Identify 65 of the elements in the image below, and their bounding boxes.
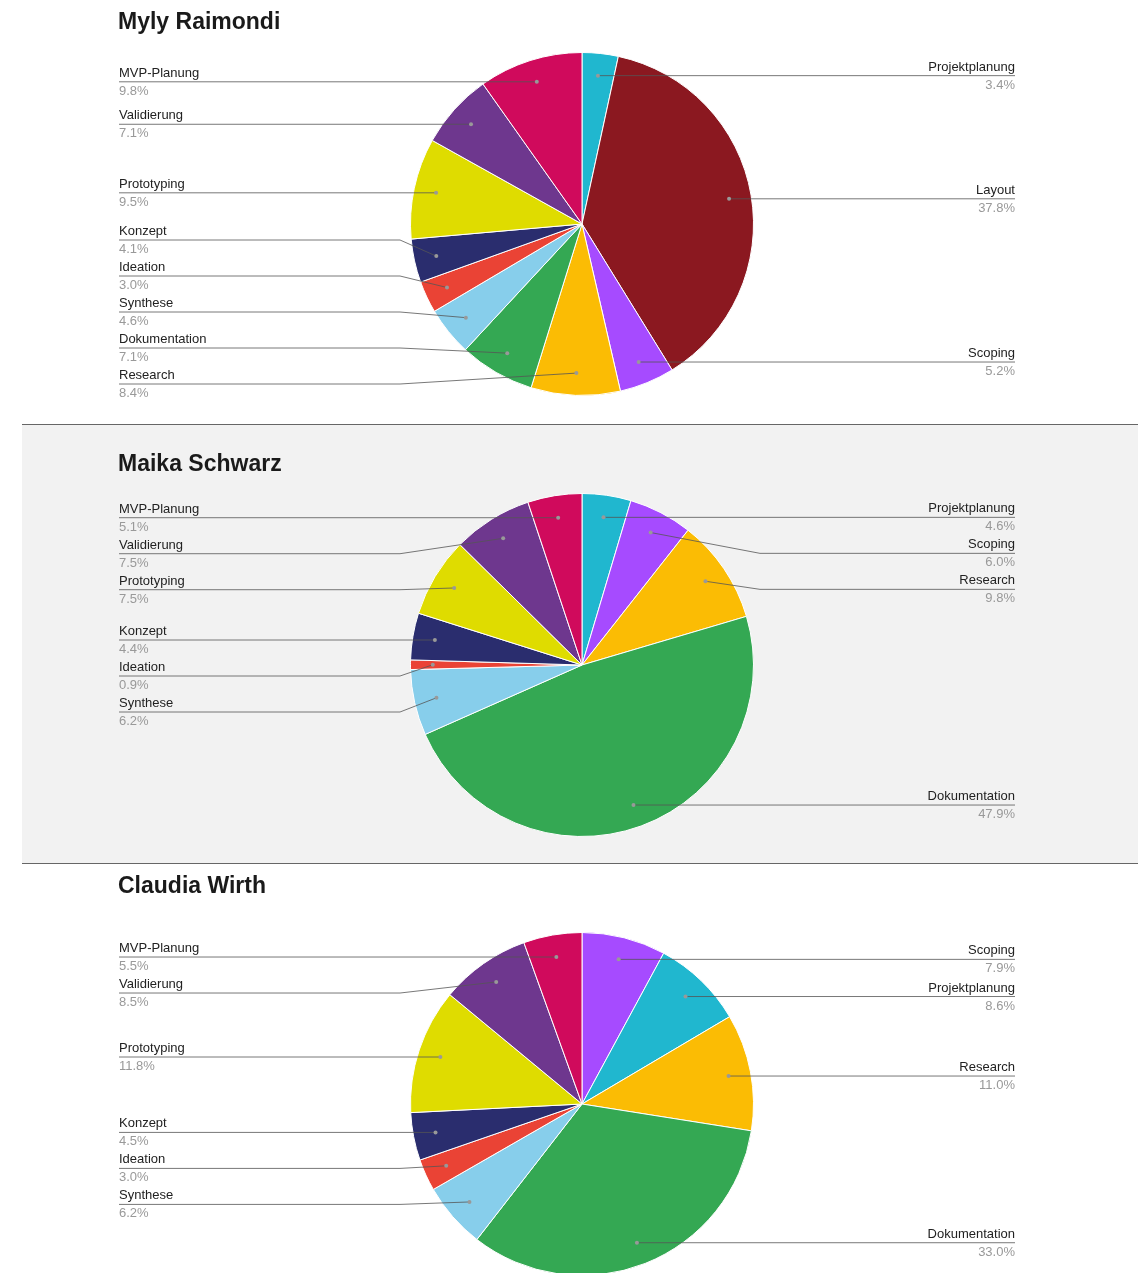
data-label: 6.0% xyxy=(985,554,1016,570)
slice-label: Dokumentation xyxy=(927,788,1015,804)
data-label: 0.9% xyxy=(119,677,150,693)
slice-label: Projektplanung xyxy=(928,58,1015,74)
slice-label: Synthese xyxy=(119,295,174,311)
data-label: 11.8% xyxy=(119,1058,156,1074)
data-label: 9.5% xyxy=(119,193,150,209)
slice-label: MVP-Planung xyxy=(119,940,200,956)
slice-label: Validierung xyxy=(119,536,184,552)
slice-label: Konzept xyxy=(119,623,168,639)
data-label: 6.2% xyxy=(119,713,150,729)
slice-label: MVP-Planung xyxy=(119,500,200,516)
data-label: 7.5% xyxy=(119,554,150,570)
slice-label: Scoping xyxy=(968,536,1015,552)
data-label: 4.4% xyxy=(119,641,150,657)
data-label: 7.5% xyxy=(119,590,150,606)
slice-label: Synthese xyxy=(119,695,174,711)
data-label: 7.9% xyxy=(985,960,1016,976)
slice-label: Layout xyxy=(975,181,1016,197)
chart-title: Myly Raimondi xyxy=(118,8,281,35)
slice-label: Dokumentation xyxy=(119,331,207,347)
chart-title: Claudia Wirth xyxy=(118,872,267,899)
data-label: 6.2% xyxy=(119,1205,150,1221)
slice-label: Ideation xyxy=(119,1151,166,1167)
slice-label: Konzept xyxy=(119,223,168,239)
data-label: 5.1% xyxy=(119,518,150,534)
slice-label: Dokumentation xyxy=(927,1225,1015,1241)
slice-label: Ideation xyxy=(119,659,166,675)
data-label: 3.0% xyxy=(119,277,150,293)
slice-label: Prototyping xyxy=(119,572,185,588)
data-label: 11.0% xyxy=(979,1077,1016,1093)
slice-label: Projektplanung xyxy=(928,500,1015,516)
data-label: 4.1% xyxy=(119,241,150,257)
data-label: 4.6% xyxy=(985,518,1016,534)
data-label: 4.5% xyxy=(119,1133,150,1149)
data-label: 9.8% xyxy=(985,590,1016,606)
slice-label: Synthese xyxy=(119,1187,174,1203)
data-label: 3.0% xyxy=(119,1169,150,1185)
data-label: 47.9% xyxy=(978,806,1016,822)
slice-label: MVP-Planung xyxy=(119,64,200,80)
data-label: 33.0% xyxy=(978,1243,1016,1259)
slice-label: Konzept xyxy=(119,1115,168,1131)
slice-label: Ideation xyxy=(119,259,166,275)
data-label: 5.2% xyxy=(985,363,1016,379)
data-label: 37.8% xyxy=(978,199,1016,215)
slice-label: Prototyping xyxy=(119,1040,185,1056)
slice-label: Research xyxy=(959,572,1015,588)
data-label: 4.6% xyxy=(119,313,150,329)
slice-label: Validierung xyxy=(119,107,184,123)
slice-label: Scoping xyxy=(968,345,1015,361)
slice-label: Validierung xyxy=(119,976,184,992)
slice-label: Scoping xyxy=(968,942,1015,958)
data-label: 8.5% xyxy=(119,994,150,1010)
data-label: 8.6% xyxy=(985,997,1016,1013)
slice-label: Research xyxy=(959,1059,1015,1075)
data-label: 5.5% xyxy=(119,958,150,974)
data-label: 7.1% xyxy=(119,349,150,365)
slice-label: Research xyxy=(119,367,175,383)
data-label: 9.8% xyxy=(119,82,150,98)
data-label: 8.4% xyxy=(119,385,150,401)
slice-label: Projektplanung xyxy=(928,979,1015,995)
slice-label: Prototyping xyxy=(119,175,185,191)
data-label: 7.1% xyxy=(119,125,150,141)
data-label: 3.4% xyxy=(985,76,1016,92)
chart-title: Maika Schwarz xyxy=(118,450,282,477)
